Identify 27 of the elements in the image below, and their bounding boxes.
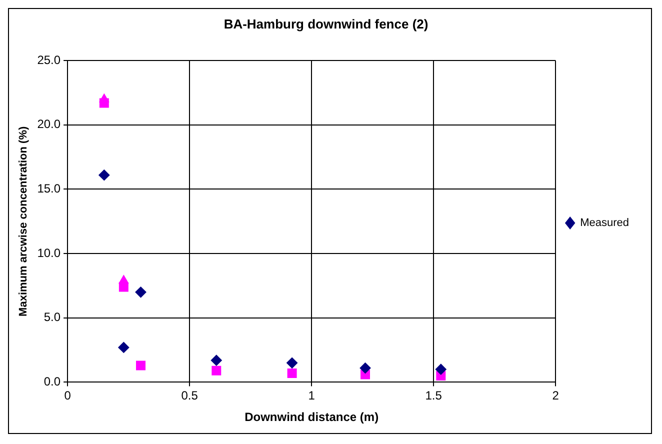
y-tick-label: 10.0	[37, 246, 61, 260]
x-tick-label: 2	[552, 388, 560, 403]
y-tick-label: 0.0	[44, 374, 61, 389]
point	[360, 362, 371, 374]
point	[98, 170, 110, 181]
x-tick-label: 0.5	[181, 388, 198, 403]
x-tick-label: 1.5	[425, 388, 442, 403]
point	[435, 364, 446, 375]
x-axis-title: Downwind distance (m)	[244, 410, 379, 424]
y-tick-label: 15.0	[37, 182, 61, 196]
legend-label: Measured	[580, 217, 630, 230]
y-axis-title: Maximum arcwise concentration (%)	[18, 126, 30, 316]
point	[212, 366, 222, 376]
x-tick-label: 0	[64, 388, 72, 403]
x-tick-label: 1	[308, 388, 316, 403]
point	[135, 286, 146, 298]
y-tick-label: 25.0	[37, 52, 61, 67]
chart-title: BA-Hamburg downwind fence (2)	[224, 16, 428, 32]
point	[118, 275, 129, 284]
point	[287, 368, 297, 378]
y-tick-label: 20.0	[37, 117, 61, 132]
point	[99, 94, 109, 102]
point	[210, 354, 222, 366]
y-tick-label: 5.0	[44, 310, 61, 324]
point	[286, 357, 298, 368]
point	[136, 360, 146, 370]
point	[118, 342, 130, 353]
